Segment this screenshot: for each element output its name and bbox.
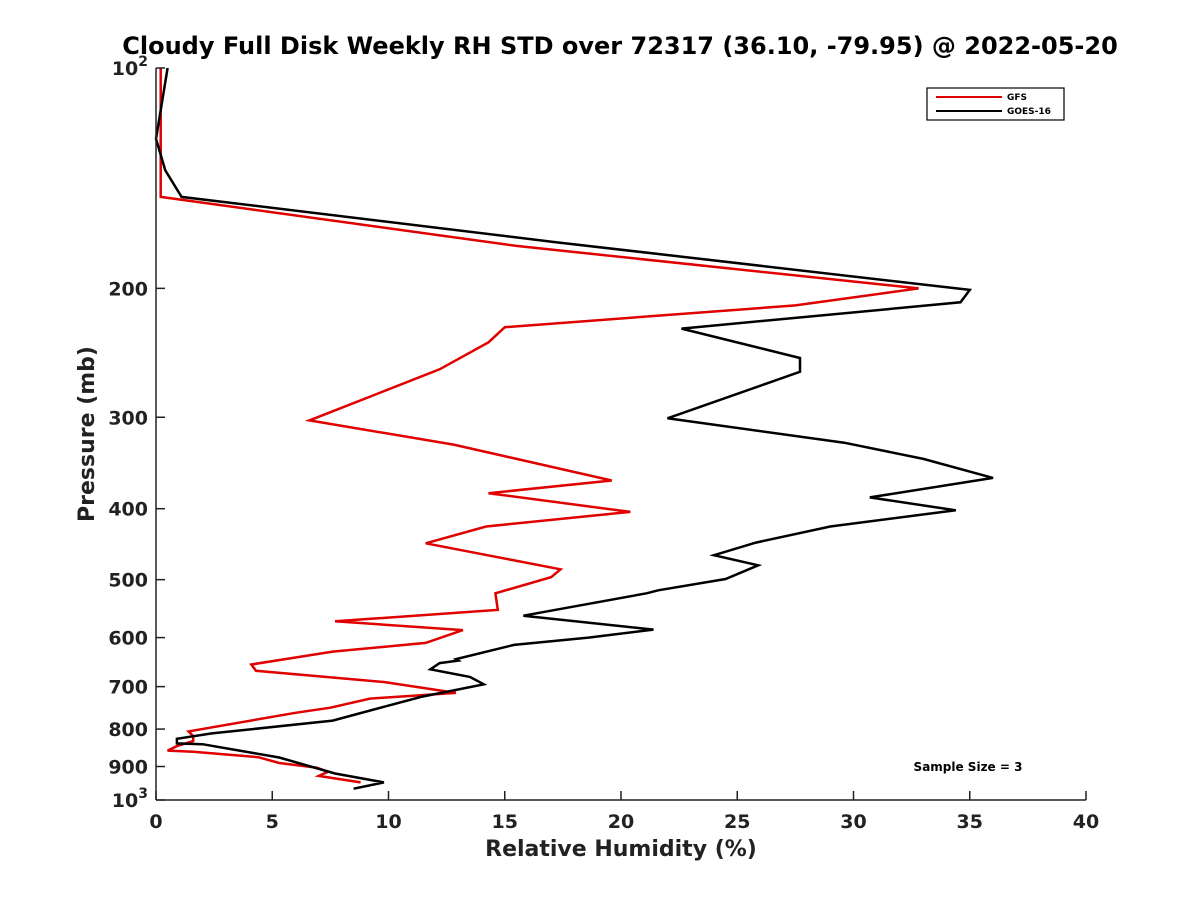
x-tick-label: 30 bbox=[840, 811, 866, 833]
x-tick-label: 15 bbox=[492, 811, 518, 833]
y-tick-label: 700 bbox=[108, 677, 148, 699]
y-tick-label: 300 bbox=[108, 407, 148, 429]
x-tick-label: 25 bbox=[724, 811, 750, 833]
legend-label-gfs: GFS bbox=[1007, 93, 1027, 103]
plot-area: 0 5 10 15 20 25 30 35 40 10220030040050060070080… bbox=[108, 54, 1099, 833]
y-axis-label: Pressure (mb) bbox=[75, 346, 100, 522]
x-tick-label: 40 bbox=[1073, 811, 1099, 833]
series-layer bbox=[154, 67, 994, 790]
legend: GFS GOES-16 bbox=[926, 87, 1065, 121]
x-tick-label: 35 bbox=[957, 811, 983, 833]
x-tick-label: 10 bbox=[375, 811, 401, 833]
x-axis-ticks: 0 5 10 15 20 25 30 35 40 bbox=[149, 791, 1099, 833]
y-tick-label: 200 bbox=[108, 278, 148, 300]
chart-title: Cloudy Full Disk Weekly RH STD over 7231… bbox=[122, 32, 1118, 60]
legend-box bbox=[926, 87, 1065, 121]
x-axis-label: Relative Humidity (%) bbox=[485, 837, 757, 862]
legend-label-goes16: GOES-16 bbox=[1007, 107, 1051, 117]
sample-size-annotation: Sample Size = 3 bbox=[914, 760, 1023, 774]
y-tick-label: 600 bbox=[108, 628, 148, 650]
y-tick-label: 400 bbox=[108, 499, 148, 521]
y-tick-label: 900 bbox=[108, 757, 148, 779]
x-tick-label: 0 bbox=[149, 811, 162, 833]
series-line-gfs bbox=[159, 68, 919, 784]
y-tick-label: 500 bbox=[108, 570, 148, 592]
y-tick-label: 800 bbox=[108, 719, 148, 741]
x-tick-label: 20 bbox=[608, 811, 634, 833]
plot-background bbox=[156, 68, 1086, 800]
x-tick-label: 5 bbox=[266, 811, 279, 833]
series-line-goes16 bbox=[154, 67, 994, 790]
